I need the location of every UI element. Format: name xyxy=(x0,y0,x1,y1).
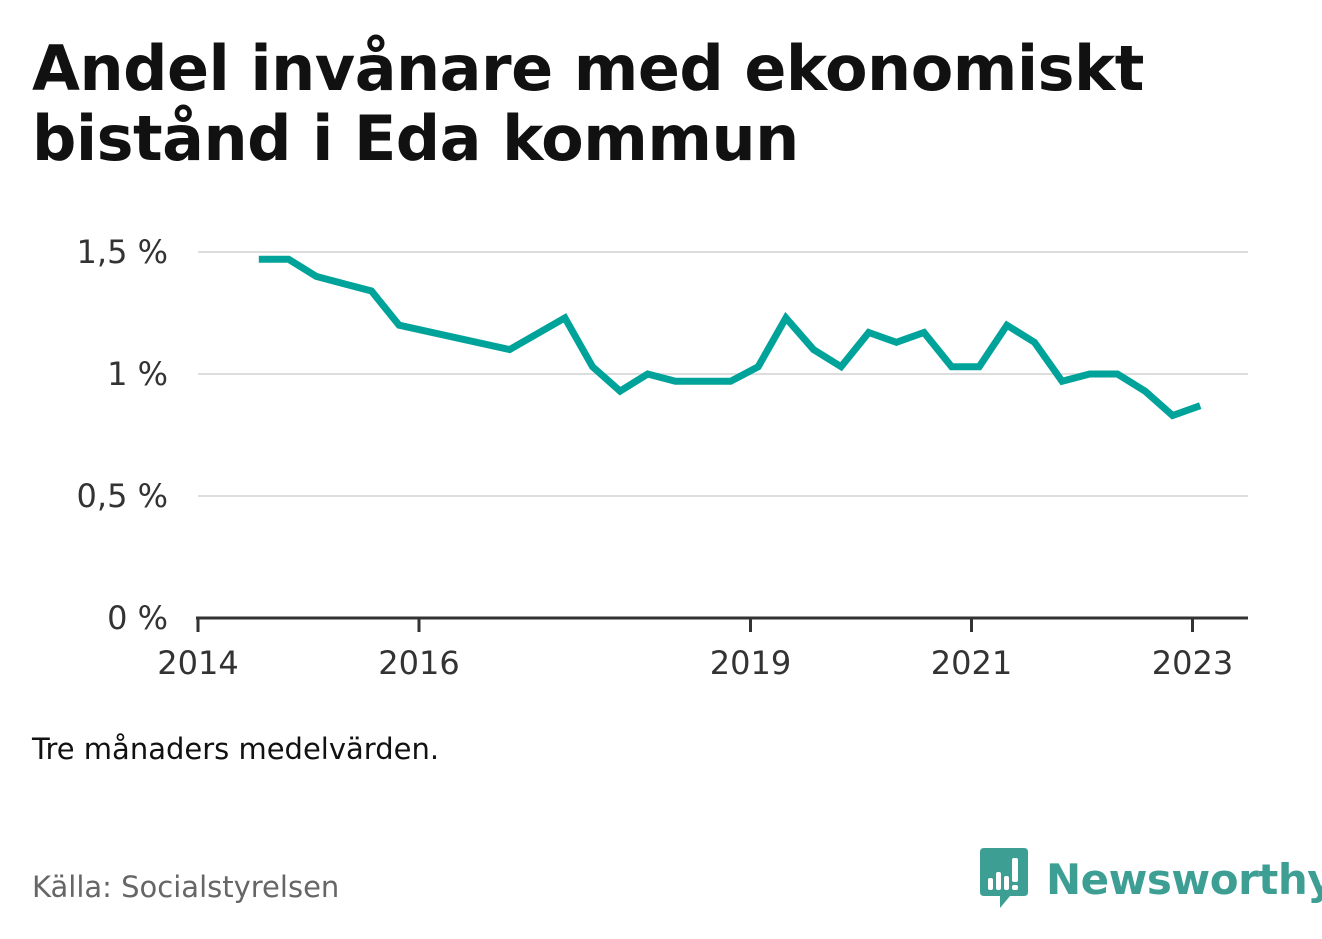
gridlines xyxy=(198,251,1248,497)
series-line xyxy=(258,255,1202,420)
x-tick-label: 2023 xyxy=(1152,644,1233,682)
series-group xyxy=(258,255,1202,420)
line-chart: 0 % 0,5 % 1 % 1,5 % 2014 2016 2019 2021 2023 xyxy=(77,233,1248,682)
chart-title: Andel invånare med ekonomiskt bistånd i … xyxy=(32,32,1144,175)
brand-logo: Newsworthy xyxy=(980,848,1322,912)
x-tick-label: 2016 xyxy=(378,644,459,682)
x-tick-label: 2014 xyxy=(157,644,238,682)
chart-note: Tre månaders medelvärden. xyxy=(32,732,440,766)
y-tick-label: 0,5 % xyxy=(77,477,168,515)
y-tick-label: 0 % xyxy=(107,599,168,637)
x-axis-ticks: 2014 2016 2019 2021 2023 xyxy=(157,618,1233,682)
x-tick-label: 2019 xyxy=(710,644,791,682)
y-tick-label: 1 % xyxy=(107,355,168,393)
brand-name: Newsworthy xyxy=(1046,855,1322,904)
source-credit: Källa: Socialstyrelsen xyxy=(32,870,340,904)
bar-chart-speech-bubble-icon xyxy=(980,848,1028,908)
y-tick-label: 1,5 % xyxy=(77,233,168,271)
x-tick-label: 2021 xyxy=(931,644,1012,682)
y-axis-tick-labels: 0 % 0,5 % 1 % 1,5 % xyxy=(77,233,168,637)
